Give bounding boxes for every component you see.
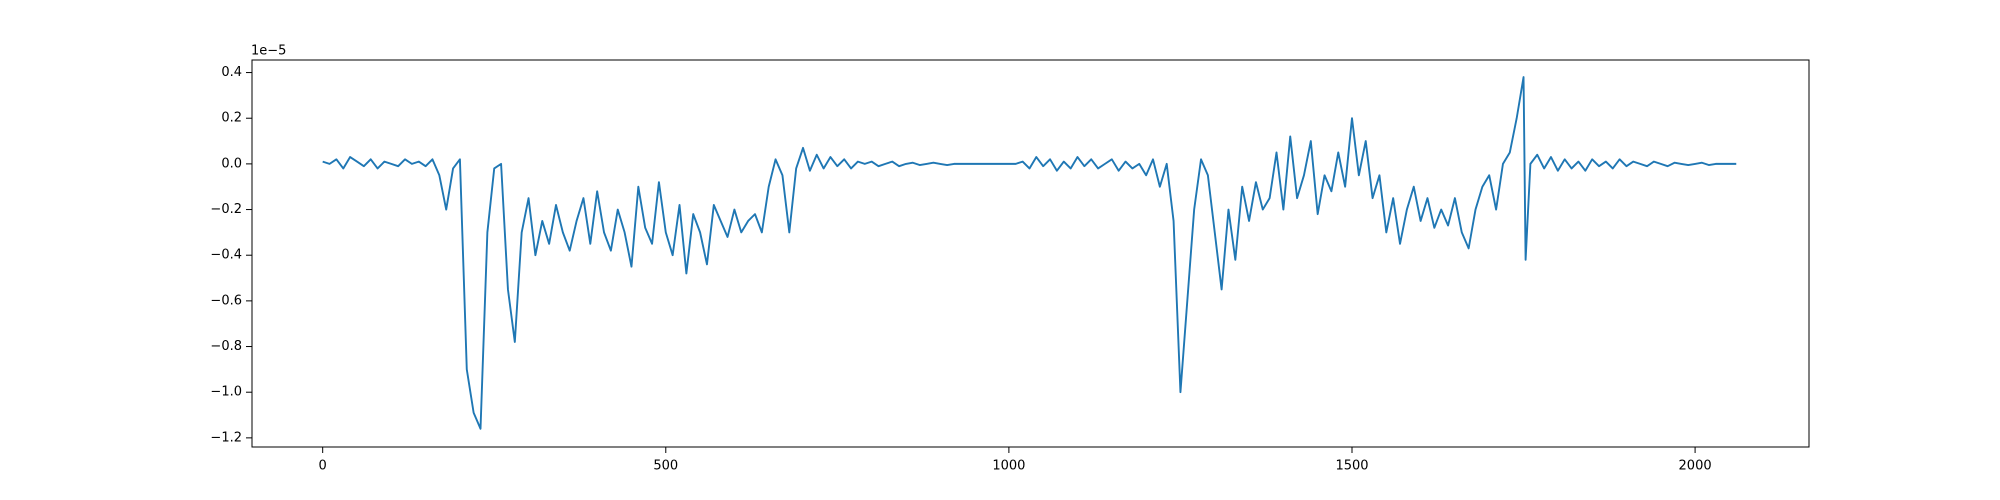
x-tick-label: 1500 (1335, 459, 1368, 474)
offset-label: 1e−5 (251, 44, 286, 59)
y-tick-label: 0.0 (221, 156, 242, 171)
y-tick-label: −0.8 (210, 339, 242, 354)
x-tick-label: 2000 (1679, 459, 1712, 474)
y-tick-label: −1.2 (210, 430, 242, 445)
plot-frame (251, 59, 1810, 448)
y-tick-label: 0.4 (221, 65, 242, 80)
x-tick-label: 500 (653, 459, 678, 474)
x-tick-label: 1000 (992, 459, 1025, 474)
y-tick-label: 0.2 (221, 111, 242, 126)
y-tick-label: −0.6 (210, 293, 242, 308)
y-tick-label: −0.2 (210, 202, 242, 217)
y-tick-label: −0.4 (210, 248, 242, 263)
y-tick-label: −1.0 (210, 385, 242, 400)
x-tick-label: 0 (319, 459, 327, 474)
data-line (322, 76, 1737, 430)
